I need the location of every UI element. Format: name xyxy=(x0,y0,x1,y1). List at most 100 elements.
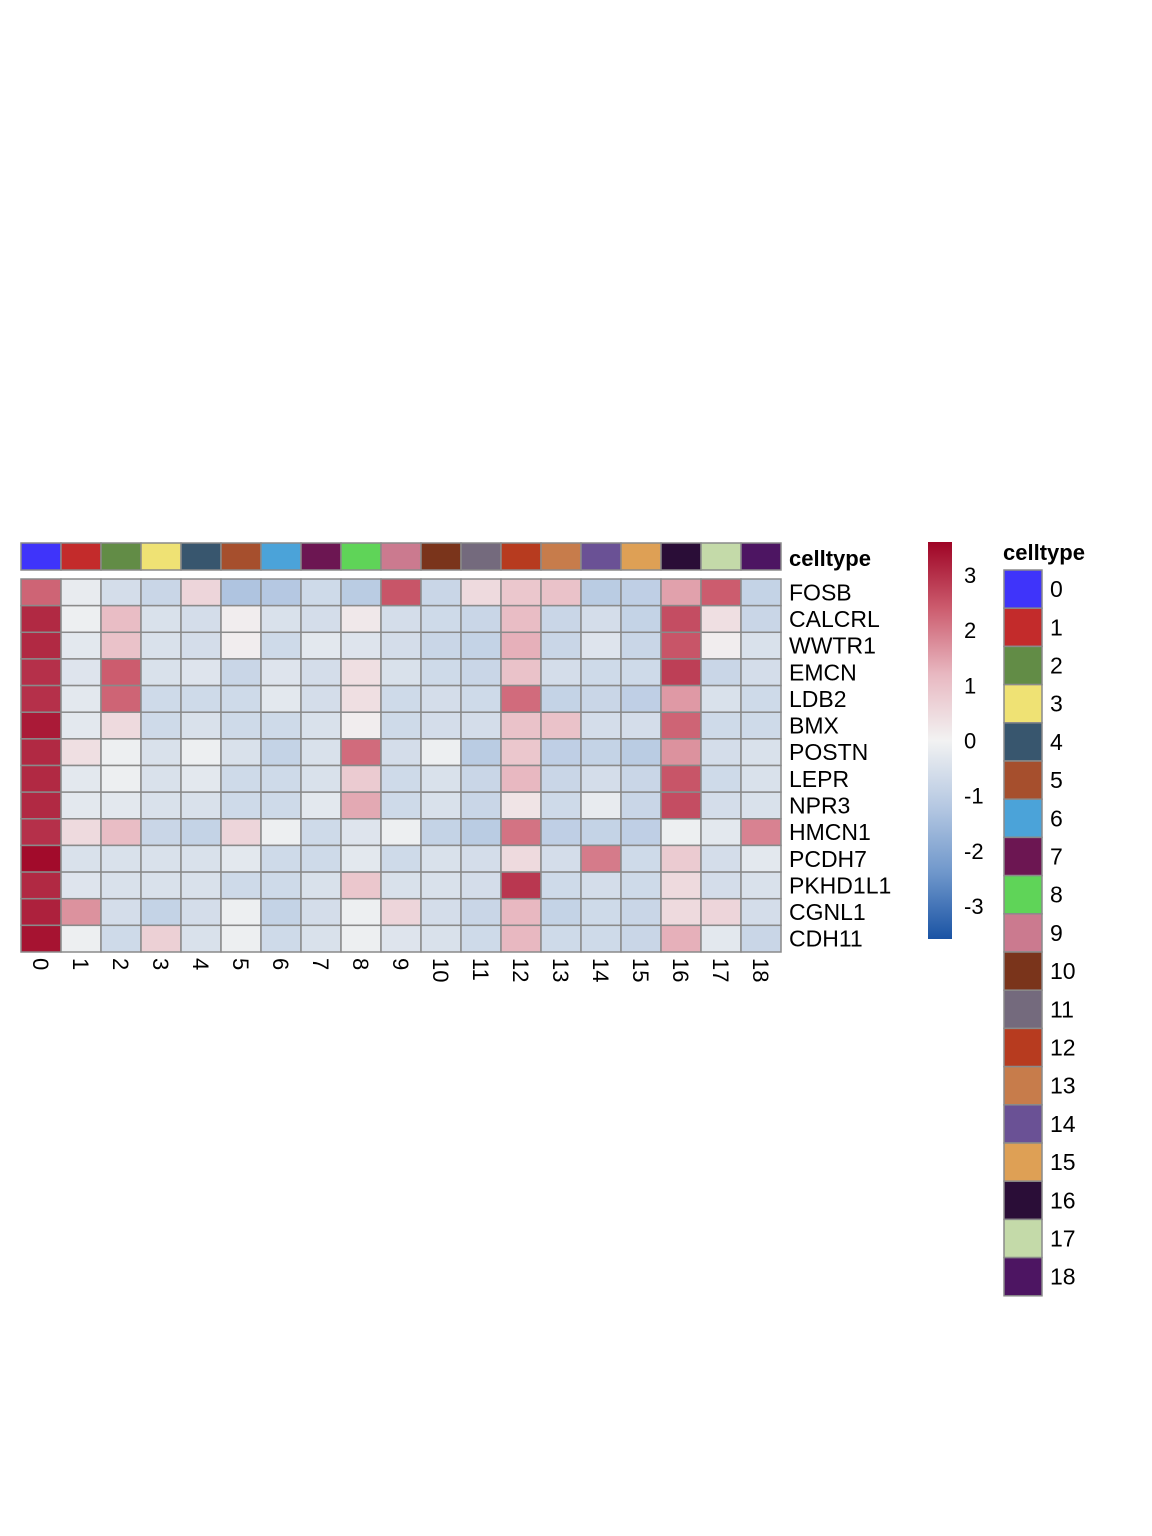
row-label: CGNL1 xyxy=(789,899,866,925)
column-label: 17 xyxy=(708,958,733,982)
column-label: 9 xyxy=(388,958,413,970)
heatmap-cell-lepr-12 xyxy=(500,764,542,793)
heatmap-cell-bmx-2 xyxy=(100,711,142,740)
heatmap-cell-ldb2-14 xyxy=(580,684,622,713)
heatmap-cell-cgnl1-7 xyxy=(300,897,342,927)
heatmap-cell-cgnl1-0 xyxy=(20,897,62,927)
heatmap-cell-bmx-16 xyxy=(660,711,702,740)
annotation-cell-16 xyxy=(660,542,702,571)
annotation-cell-13 xyxy=(540,542,582,571)
heatmap-cell-hmcn1-5 xyxy=(220,818,262,847)
heatmap-cell-hmcn1-4 xyxy=(180,818,222,847)
heatmap-cell-lepr-13 xyxy=(540,764,582,793)
heatmap-cell-lepr-2 xyxy=(100,764,142,793)
legend-swatch-17 xyxy=(1003,1218,1043,1259)
legend-label: 16 xyxy=(1050,1187,1076,1213)
heatmap-cell-fosb-4 xyxy=(180,578,222,607)
heatmap-cell-lepr-14 xyxy=(580,764,622,793)
heatmap-cell-lepr-3 xyxy=(140,764,182,793)
heatmap-cell-hmcn1-7 xyxy=(300,818,342,847)
heatmap-cell-pkhd1l1-7 xyxy=(300,871,342,900)
heatmap-cell-pkhd1l1-12 xyxy=(500,871,542,900)
heatmap-cell-lepr-4 xyxy=(180,764,222,793)
annotation-cell-0 xyxy=(20,542,62,571)
colorbar-tick-label: -1 xyxy=(964,784,984,809)
heatmap-cell-emcn-7 xyxy=(300,658,342,687)
heatmap-cell-npr3-5 xyxy=(220,791,262,820)
heatmap-cell-ldb2-8 xyxy=(340,684,382,713)
heatmap-cell-wwtr1-17 xyxy=(700,631,742,660)
heatmap-cell-bmx-4 xyxy=(180,711,222,740)
row-label: EMCN xyxy=(789,659,857,685)
heatmap-cell-pkhd1l1-14 xyxy=(580,871,622,900)
colorbar-tick-label: 3 xyxy=(964,563,976,588)
heatmap-cell-hmcn1-17 xyxy=(700,818,742,847)
heatmap-cell-fosb-16 xyxy=(660,578,702,607)
heatmap-cell-wwtr1-18 xyxy=(740,631,782,660)
heatmap-cell-bmx-11 xyxy=(460,711,502,740)
colorbar-gradient xyxy=(928,542,952,939)
heatmap-cell-bmx-13 xyxy=(540,711,582,740)
heatmap-cell-wwtr1-1 xyxy=(60,631,102,660)
heatmap-cell-emcn-1 xyxy=(60,658,102,687)
heatmap-cell-postn-12 xyxy=(500,738,542,767)
heatmap-cell-pkhd1l1-17 xyxy=(700,871,742,900)
heatmap-cell-calcrl-10 xyxy=(420,604,462,634)
heatmap-cell-cdh11-7 xyxy=(300,924,342,953)
legend-label: 0 xyxy=(1050,576,1063,602)
heatmap-cell-emcn-11 xyxy=(460,658,502,687)
heatmap-cell-npr3-18 xyxy=(740,791,782,820)
heatmap-cell-hmcn1-9 xyxy=(380,818,422,847)
annotation-cell-3 xyxy=(140,542,182,571)
heatmap-cell-npr3-13 xyxy=(540,791,582,820)
heatmap-cell-cgnl1-12 xyxy=(500,897,542,927)
heatmap-cell-ldb2-1 xyxy=(60,684,102,713)
column-label: 15 xyxy=(628,958,653,982)
heatmap-cell-postn-14 xyxy=(580,738,622,767)
heatmap-cell-cgnl1-14 xyxy=(580,897,622,927)
heatmap-cell-ldb2-13 xyxy=(540,684,582,713)
heatmap-cell-wwtr1-8 xyxy=(340,631,382,660)
legend-label: 15 xyxy=(1050,1149,1076,1175)
colorbar-tick-label: 2 xyxy=(964,618,976,643)
heatmap-cell-fosb-14 xyxy=(580,578,622,607)
annotation-cell-2 xyxy=(100,542,142,571)
heatmap-cell-emcn-17 xyxy=(700,658,742,687)
heatmap-cell-fosb-13 xyxy=(540,578,582,607)
heatmap-cell-wwtr1-4 xyxy=(180,631,222,660)
column-labels: 0 1 2 3 4 5 6 7 8 9 10 11 12 13 14 15 16 17 18 xyxy=(28,958,773,982)
heatmap-cell-fosb-10 xyxy=(420,578,462,607)
heatmap-cell-pkhd1l1-10 xyxy=(420,871,462,900)
row-label: LDB2 xyxy=(789,686,847,712)
heatmap-cell-calcrl-9 xyxy=(380,604,422,634)
heatmap-cell-npr3-2 xyxy=(100,791,142,820)
heatmap-cell-ldb2-17 xyxy=(700,684,742,713)
heatmap-cell-pcdh7-8 xyxy=(340,844,382,873)
legend-swatch-8 xyxy=(1003,874,1043,915)
row-labels: FOSBCALCRLWWTR1EMCNLDB2BMXPOSTNLEPRNPR3H… xyxy=(789,579,891,951)
heatmap-cell-npr3-12 xyxy=(500,791,542,820)
column-label: 11 xyxy=(468,958,493,981)
heatmap-cell-postn-9 xyxy=(380,738,422,767)
legend-swatch-0 xyxy=(1003,569,1043,609)
heatmap-cell-pkhd1l1-6 xyxy=(260,871,302,900)
legend-swatch-14 xyxy=(1003,1104,1043,1144)
heatmap-cell-emcn-6 xyxy=(260,658,302,687)
heatmap-cell-pkhd1l1-16 xyxy=(660,871,702,900)
annotation-cell-4 xyxy=(180,542,222,571)
heatmap-cell-pkhd1l1-3 xyxy=(140,871,182,900)
heatmap-cell-pcdh7-14 xyxy=(580,844,622,873)
heatmap-cell-npr3-16 xyxy=(660,791,702,820)
heatmap-cell-wwtr1-13 xyxy=(540,631,582,660)
heatmap-cell-cgnl1-1 xyxy=(60,897,102,927)
column-label: 12 xyxy=(508,958,533,982)
legend-swatch-1 xyxy=(1003,607,1043,648)
legend-swatch-13 xyxy=(1003,1065,1043,1106)
legend-swatch-9 xyxy=(1003,913,1043,953)
heatmap-cell-calcrl-1 xyxy=(60,604,102,634)
heatmap-cell-ldb2-10 xyxy=(420,684,462,713)
column-label: 16 xyxy=(668,958,693,982)
heatmap-cell-postn-6 xyxy=(260,738,302,767)
heatmap-cell-cgnl1-9 xyxy=(380,897,422,927)
